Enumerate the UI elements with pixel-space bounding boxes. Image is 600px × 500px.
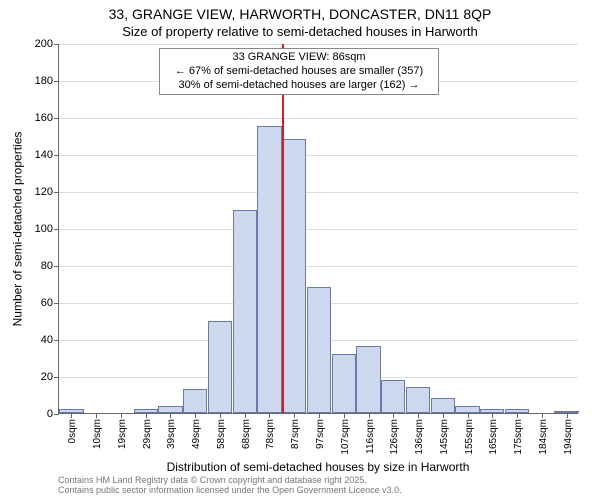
xtick-mark: [319, 413, 320, 418]
xtick-label: 116sqm: [365, 419, 376, 454]
histogram-bar: [183, 389, 207, 413]
histogram-bar: [381, 380, 405, 413]
gridline-h: [59, 118, 578, 119]
xtick-mark: [146, 413, 147, 418]
gridline-h: [59, 44, 578, 45]
xtick-label: 165sqm: [488, 419, 499, 455]
xtick-label: 155sqm: [464, 419, 475, 455]
ytick-label: 80: [41, 260, 53, 272]
ytick-label: 60: [41, 297, 53, 309]
ytick-label: 100: [35, 223, 53, 235]
ytick-mark: [54, 303, 59, 304]
gridline-h: [59, 155, 578, 156]
xtick-label: 194sqm: [563, 419, 574, 455]
xtick-mark: [369, 413, 370, 418]
xtick-label: 175sqm: [513, 419, 524, 455]
ytick-label: 160: [35, 112, 53, 124]
annotation-line: ← 67% of semi-detached houses are smalle…: [166, 65, 432, 79]
ytick-mark: [54, 192, 59, 193]
histogram-bar: [282, 139, 306, 413]
xtick-mark: [443, 413, 444, 418]
annotation-line: 33 GRANGE VIEW: 86sqm: [166, 51, 432, 65]
xtick-mark: [220, 413, 221, 418]
xtick-mark: [567, 413, 568, 418]
histogram-bar: [455, 406, 479, 413]
histogram-bar: [158, 406, 182, 413]
histogram-bar: [332, 354, 356, 413]
ytick-label: 180: [35, 75, 53, 87]
ytick-label: 0: [47, 408, 53, 420]
ytick-label: 120: [35, 186, 53, 198]
ytick-label: 140: [35, 149, 53, 161]
histogram-bar: [406, 387, 430, 413]
xtick-mark: [418, 413, 419, 418]
plot-area: 0204060801001201401601802000sqm10sqm19sq…: [58, 44, 578, 414]
reference-line: [282, 44, 284, 413]
xtick-mark: [294, 413, 295, 418]
xtick-label: 49sqm: [191, 419, 202, 449]
ytick-label: 40: [41, 334, 53, 346]
chart-title-main: 33, GRANGE VIEW, HARWORTH, DONCASTER, DN…: [0, 6, 600, 22]
xtick-mark: [542, 413, 543, 418]
xtick-label: 39sqm: [166, 419, 177, 449]
histogram-bar: [356, 346, 380, 413]
histogram-bar: [431, 398, 455, 413]
annotation-line: 30% of semi-detached houses are larger (…: [166, 79, 432, 93]
ytick-mark: [54, 44, 59, 45]
histogram-bar: [233, 210, 257, 414]
chart-container: 33, GRANGE VIEW, HARWORTH, DONCASTER, DN…: [0, 0, 600, 500]
xtick-label: 87sqm: [290, 419, 301, 449]
ytick-mark: [54, 81, 59, 82]
xtick-label: 10sqm: [92, 419, 103, 449]
xtick-label: 29sqm: [142, 419, 153, 449]
xtick-label: 136sqm: [414, 419, 425, 455]
ytick-mark: [54, 229, 59, 230]
y-axis-label: Number of semi-detached properties: [10, 44, 24, 414]
xtick-label: 97sqm: [315, 419, 326, 449]
histogram-bar: [257, 126, 281, 413]
xtick-label: 0sqm: [67, 419, 78, 443]
histogram-bar: [208, 321, 232, 414]
gridline-h: [59, 192, 578, 193]
xtick-label: 184sqm: [538, 419, 549, 455]
ytick-mark: [54, 155, 59, 156]
gridline-h: [59, 229, 578, 230]
xtick-mark: [245, 413, 246, 418]
xtick-label: 107sqm: [340, 419, 351, 455]
xtick-mark: [121, 413, 122, 418]
ytick-mark: [54, 266, 59, 267]
ytick-mark: [54, 118, 59, 119]
ytick-mark: [54, 414, 59, 415]
xtick-label: 58sqm: [216, 419, 227, 449]
xtick-mark: [269, 413, 270, 418]
histogram-bar: [307, 287, 331, 413]
xtick-mark: [517, 413, 518, 418]
xtick-mark: [393, 413, 394, 418]
ytick-label: 200: [35, 38, 53, 50]
xtick-mark: [344, 413, 345, 418]
chart-title-sub: Size of property relative to semi-detach…: [0, 24, 600, 39]
xtick-label: 126sqm: [389, 419, 400, 455]
attribution-text: Contains HM Land Registry data © Crown c…: [58, 476, 578, 496]
xtick-label: 68sqm: [241, 419, 252, 449]
xtick-label: 78sqm: [265, 419, 276, 449]
ytick-label: 20: [41, 371, 53, 383]
annotation-box: 33 GRANGE VIEW: 86sqm← 67% of semi-detac…: [159, 48, 439, 95]
xtick-mark: [170, 413, 171, 418]
xtick-mark: [195, 413, 196, 418]
gridline-h: [59, 266, 578, 267]
ytick-mark: [54, 340, 59, 341]
x-axis-label: Distribution of semi-detached houses by …: [58, 460, 578, 474]
xtick-mark: [96, 413, 97, 418]
xtick-mark: [71, 413, 72, 418]
xtick-mark: [492, 413, 493, 418]
xtick-label: 19sqm: [117, 419, 128, 449]
xtick-label: 145sqm: [439, 419, 450, 455]
xtick-mark: [468, 413, 469, 418]
ytick-mark: [54, 377, 59, 378]
